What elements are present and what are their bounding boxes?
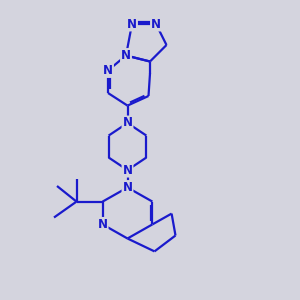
Text: N: N <box>122 164 133 177</box>
Text: N: N <box>98 218 108 231</box>
Text: N: N <box>151 17 161 31</box>
Text: N: N <box>121 49 131 62</box>
Text: N: N <box>127 17 137 31</box>
Text: N: N <box>122 181 133 194</box>
Text: N: N <box>122 116 133 130</box>
Text: N: N <box>103 64 113 77</box>
